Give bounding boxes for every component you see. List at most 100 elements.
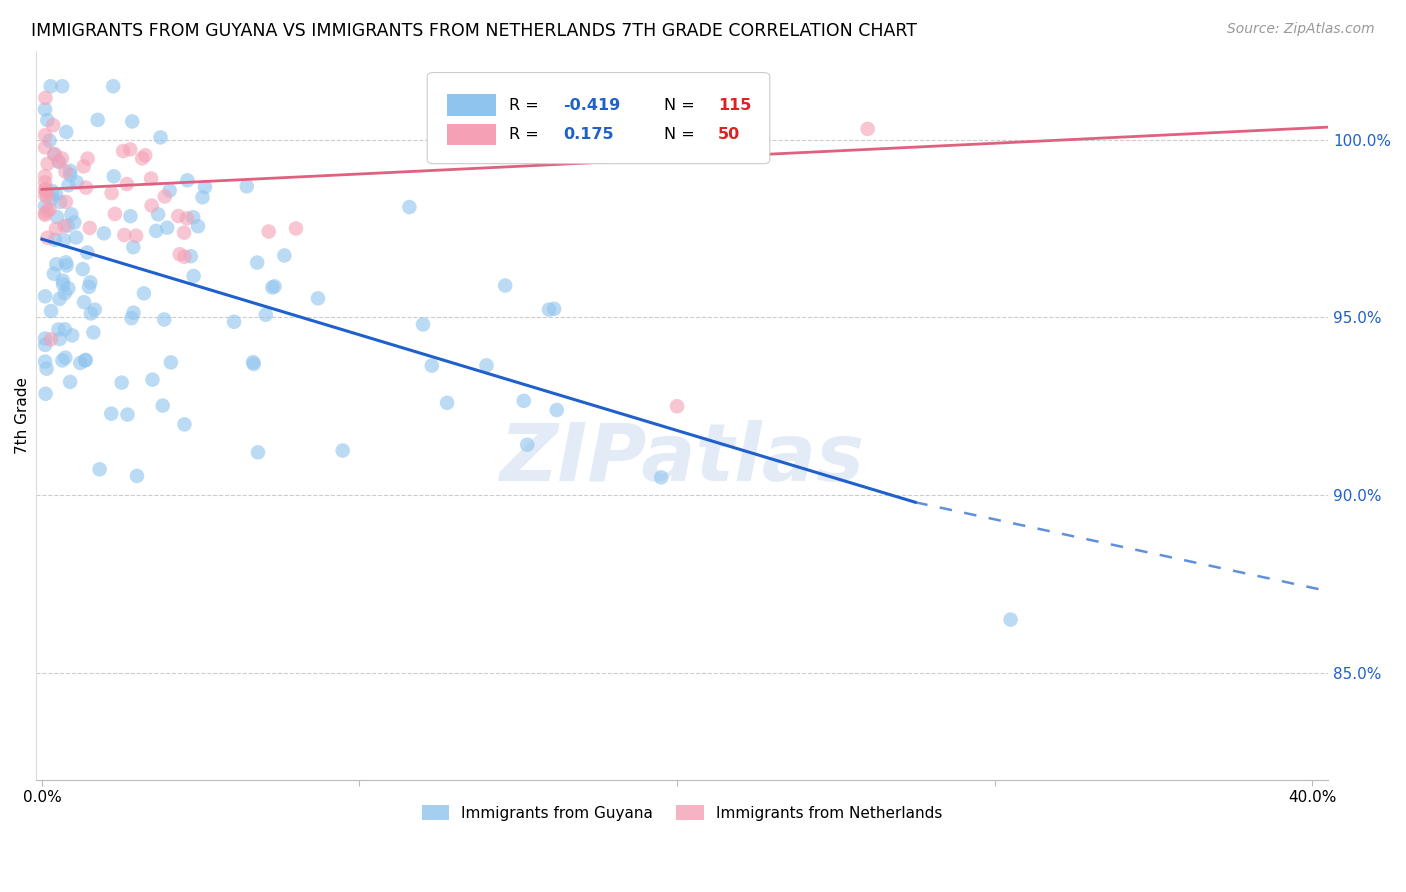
Point	[72, 262, 94, 277]
Point	[44, 233, 66, 247]
Point	[34, 169, 56, 183]
Point	[122, 306, 145, 320]
Point	[52, 233, 75, 247]
Point	[34, 175, 56, 189]
Point	[73, 295, 96, 310]
Point	[246, 255, 269, 269]
Point	[254, 308, 277, 322]
Point	[42, 118, 65, 132]
Bar	[447, 124, 496, 145]
Point	[146, 207, 169, 221]
Point	[115, 177, 138, 191]
Point	[45, 222, 67, 236]
Point	[83, 302, 105, 317]
Point	[125, 228, 148, 243]
Point	[52, 274, 75, 288]
Point	[117, 408, 139, 422]
Point	[56, 219, 79, 233]
Point	[53, 219, 76, 233]
Point	[120, 209, 142, 223]
Point	[103, 169, 125, 184]
Point	[104, 207, 127, 221]
Text: R =: R =	[509, 127, 548, 142]
Point	[76, 245, 98, 260]
Point	[120, 143, 142, 157]
Point	[1000, 613, 1022, 627]
Point	[856, 122, 879, 136]
Point	[159, 184, 181, 198]
Text: 0.175: 0.175	[562, 127, 613, 142]
Point	[176, 211, 198, 226]
Point	[475, 359, 498, 373]
Point	[63, 215, 86, 229]
Point	[59, 168, 82, 182]
Point	[141, 198, 163, 212]
Point	[122, 240, 145, 254]
Point	[48, 322, 70, 336]
Bar	[447, 95, 496, 116]
Point	[34, 140, 56, 154]
Point	[173, 226, 195, 240]
Point	[436, 396, 458, 410]
Point	[34, 206, 56, 220]
Y-axis label: 7th Grade: 7th Grade	[15, 376, 30, 454]
Text: Source: ZipAtlas.com: Source: ZipAtlas.com	[1227, 22, 1375, 37]
Point	[181, 210, 204, 224]
Point	[53, 351, 76, 365]
Point	[141, 373, 163, 387]
Point	[111, 376, 134, 390]
Point	[153, 312, 176, 326]
Point	[546, 403, 568, 417]
Point	[273, 248, 295, 262]
Text: N =: N =	[664, 98, 700, 113]
Point	[152, 399, 174, 413]
Point	[34, 188, 56, 202]
Point	[160, 355, 183, 369]
Point	[101, 79, 124, 94]
Point	[60, 207, 83, 221]
Point	[34, 386, 56, 401]
Point	[75, 180, 97, 194]
Point	[35, 190, 58, 204]
Point	[494, 278, 516, 293]
Point	[46, 210, 69, 224]
Point	[543, 301, 565, 316]
Point	[55, 259, 77, 273]
Point	[242, 355, 264, 369]
Point	[257, 225, 280, 239]
Point	[86, 112, 108, 127]
Point	[169, 247, 191, 261]
Point	[53, 322, 76, 336]
Point	[79, 276, 101, 290]
Point	[48, 332, 70, 346]
Point	[100, 186, 122, 200]
Point	[156, 220, 179, 235]
Point	[167, 209, 190, 223]
Point	[650, 470, 672, 484]
Point	[59, 375, 82, 389]
Point	[89, 462, 111, 476]
Point	[34, 183, 56, 197]
Point	[516, 438, 538, 452]
Point	[35, 361, 58, 376]
Point	[51, 79, 73, 94]
Point	[194, 180, 217, 194]
Point	[537, 302, 560, 317]
Point	[55, 194, 77, 209]
Point	[51, 152, 73, 166]
Point	[191, 190, 214, 204]
Point	[45, 257, 67, 271]
Point	[35, 181, 58, 195]
Point	[66, 176, 89, 190]
Point	[513, 393, 536, 408]
Point	[34, 331, 56, 345]
Point	[55, 125, 77, 139]
Point	[45, 186, 67, 201]
Point	[49, 194, 72, 209]
Point	[39, 332, 62, 346]
Text: ZIPatlas: ZIPatlas	[499, 420, 865, 498]
Point	[112, 227, 135, 242]
Text: N =: N =	[664, 127, 700, 142]
Point	[35, 185, 58, 199]
Point	[41, 192, 63, 206]
